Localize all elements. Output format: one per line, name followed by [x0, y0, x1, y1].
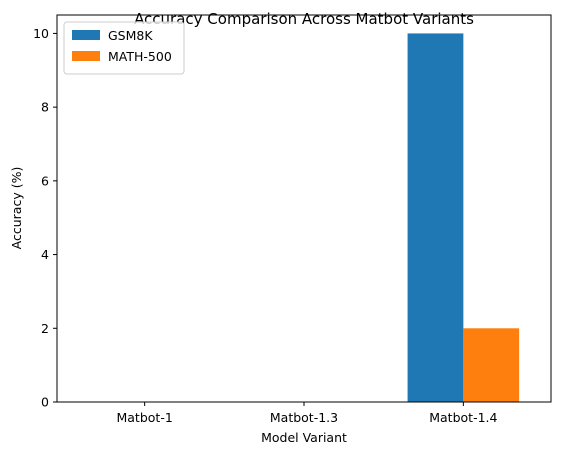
y-tick-label: 8	[41, 100, 49, 115]
legend-swatch	[72, 51, 100, 61]
x-tick-label: Matbot-1.3	[270, 410, 338, 425]
plot-frame	[56, 14, 552, 403]
y-tick-label: 4	[41, 247, 49, 262]
y-tick-label: 10	[33, 26, 49, 41]
plot-area: 0 2 4 6 8 10 Matbot-1 Matbot-1.3 Matbot-1.4	[33, 26, 520, 425]
legend-label: MATH-500	[108, 49, 172, 64]
y-tick-label: 6	[41, 173, 49, 188]
y-tick-label: 0	[41, 395, 49, 410]
legend: GSM8K MATH-500	[63, 21, 185, 75]
x-axis-label: Model Variant	[261, 430, 347, 445]
y-axis-label: Accuracy (%)	[9, 167, 24, 250]
x-tick-label: Matbot-1.4	[429, 410, 497, 425]
y-tick-label: 2	[41, 321, 49, 336]
legend-label: GSM8K	[108, 28, 153, 43]
bar-gsm8k-matbot-1-4	[407, 33, 464, 403]
chart-title: Accuracy Comparison Across Matbot Varian…	[134, 10, 474, 28]
x-tick-label: Matbot-1	[116, 410, 172, 425]
bar-math-500-matbot-1-4	[463, 328, 520, 402]
legend-swatch	[72, 30, 100, 40]
